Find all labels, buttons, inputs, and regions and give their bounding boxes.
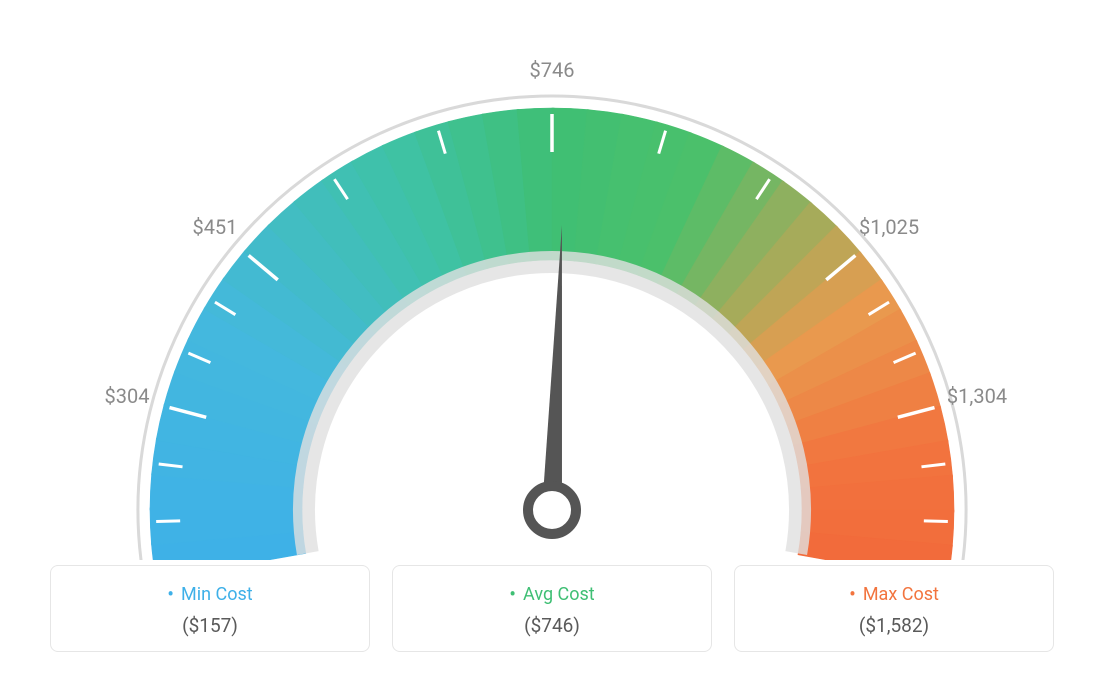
legend-max-label: Max Cost	[745, 582, 1043, 606]
legend-max-value: ($1,582)	[745, 614, 1043, 637]
legend-card-min: Min Cost ($157)	[50, 565, 370, 652]
tick-label: $451	[192, 215, 237, 239]
cost-gauge-chart: $157$304$451$746$1,025$1,304$1,582 Min C…	[0, 0, 1104, 690]
gauge-svg	[0, 0, 1104, 560]
legend-row: Min Cost ($157) Avg Cost ($746) Max Cost…	[50, 565, 1054, 652]
tick-label: $746	[530, 58, 575, 82]
tick-label: $1,304	[947, 384, 1007, 408]
legend-min-label: Min Cost	[61, 582, 359, 606]
legend-card-max: Max Cost ($1,582)	[734, 565, 1054, 652]
legend-avg-value: ($746)	[403, 614, 701, 637]
tick-label: $1,025	[859, 215, 919, 239]
gauge-needle-hub	[528, 486, 576, 534]
minor-tick	[156, 521, 180, 522]
legend-min-value: ($157)	[61, 614, 359, 637]
legend-avg-label: Avg Cost	[403, 582, 701, 606]
minor-tick	[924, 521, 948, 522]
gauge-area: $157$304$451$746$1,025$1,304$1,582	[0, 0, 1104, 560]
tick-label: $304	[105, 384, 150, 408]
legend-card-avg: Avg Cost ($746)	[392, 565, 712, 652]
